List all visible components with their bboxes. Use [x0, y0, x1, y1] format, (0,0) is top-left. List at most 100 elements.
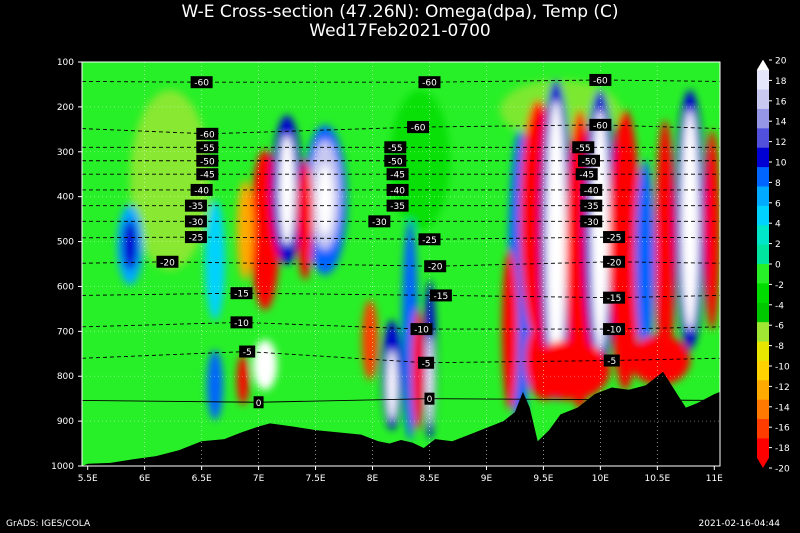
colorbar-label: -20 — [775, 465, 790, 475]
contour-label: -60 — [593, 121, 608, 131]
contour-label-bg — [384, 141, 407, 154]
omega-blob — [387, 350, 397, 420]
omega-blob — [609, 110, 641, 390]
omega-blob — [412, 310, 424, 430]
colorbar-swatch — [757, 419, 769, 439]
contour-label-bg — [429, 289, 452, 302]
colorbar-swatch — [757, 147, 769, 168]
contour-label: -10 — [234, 319, 249, 329]
contour-label: -25 — [422, 236, 437, 246]
contour-label-bg — [589, 118, 612, 131]
contour-label: -15 — [234, 290, 249, 300]
contour-label: -35 — [189, 202, 204, 212]
contour-label: -5 — [422, 359, 431, 369]
contour-label-bg — [418, 356, 435, 369]
colorbar-swatch — [757, 438, 769, 459]
contour-label: -50 — [582, 157, 597, 167]
colorbar-label: 18 — [775, 77, 787, 87]
omega-blob — [207, 350, 223, 420]
contour-label-bg — [184, 199, 207, 212]
contour-label-bg — [230, 287, 253, 300]
colorbar-label: 16 — [775, 97, 787, 107]
contour-label: -50 — [200, 157, 215, 167]
contour-label: -55 — [388, 144, 403, 154]
colorbar-swatch — [757, 264, 769, 284]
contour-labels: -60 -60 -60-60-60 -60-55 -55 -55-50 -50 -50-45-… — [156, 73, 626, 409]
colorbar-swatch — [757, 108, 769, 129]
contour-label-bg — [184, 215, 207, 228]
y-axis: 100 200 300 400 500 600 700 800 900 1000 — [51, 58, 82, 472]
contour-label: -20 — [160, 258, 175, 268]
colorbar: 20181614121086420-2-4-6-8-10-12-14-16-18… — [756, 57, 790, 475]
contour-label: 0 — [256, 399, 262, 409]
colorbar-swatch — [757, 225, 769, 246]
contour-label: -15 — [607, 294, 622, 304]
colorbar-swatch — [757, 244, 769, 265]
omega-blob — [205, 200, 225, 320]
omega-blob — [122, 220, 138, 270]
colorbar-label: -2 — [775, 281, 784, 291]
omega-blob — [630, 335, 690, 385]
x-tick-label: 10E — [592, 474, 609, 484]
contour-label: -55 — [576, 144, 591, 154]
contour-label: -40 — [390, 186, 405, 196]
y-tick-label: 400 — [57, 193, 74, 203]
x-tick-label: 10.5E — [644, 474, 670, 484]
y-tick-label: 100 — [57, 58, 74, 68]
colorbar-swatch — [757, 302, 769, 323]
contour-label-bg — [603, 255, 626, 268]
colorbar-label: 0 — [775, 261, 781, 271]
contour-label-bg — [230, 316, 253, 329]
contour-label-bg — [424, 260, 447, 273]
contour-label: -10 — [607, 326, 622, 336]
omega-blob — [427, 335, 433, 425]
colorbar-top-arrow — [756, 59, 770, 71]
contour-label-bg — [386, 168, 409, 181]
colorbar-swatch — [757, 283, 769, 304]
contour-label: -45 — [200, 171, 215, 181]
colorbar-swatch — [757, 128, 769, 149]
contour-label: -35 — [390, 202, 405, 212]
colorbar-label: -6 — [775, 322, 784, 332]
omega-blob — [502, 250, 518, 410]
omega-blob — [297, 160, 313, 280]
contour-label-bg — [407, 121, 430, 134]
contour-label: -30 — [584, 218, 599, 228]
colorbar-label: -14 — [775, 403, 790, 413]
x-axis: 5.5E 6E 6.5E 7E 7.5E 8E 8.5E 9E 9.5E 10E 10.5E 11E — [78, 466, 723, 484]
y-tick-label: 800 — [57, 372, 74, 382]
temp-contour-line — [82, 79, 720, 83]
y-tick-label: 600 — [57, 282, 74, 292]
contour-label: -60 — [593, 76, 608, 86]
contour-label: -45 — [390, 171, 405, 181]
contour-label-bg — [196, 154, 219, 167]
contour-label-bg — [580, 183, 603, 196]
footer-credit: GrADS: IGES/COLA — [6, 519, 91, 529]
omega-blob — [655, 120, 675, 380]
contour-label: -40 — [584, 186, 599, 196]
colorbar-label: 10 — [775, 159, 787, 169]
x-tick-label: 8E — [367, 474, 379, 484]
contour-label-bg — [418, 76, 441, 89]
contour-label-bg — [196, 141, 219, 154]
colorbar-swatch — [757, 167, 769, 187]
temp-contour-line — [82, 398, 720, 403]
y-tick-label: 1000 — [51, 462, 74, 472]
contour-label-bg — [424, 392, 435, 405]
colorbar-label: -18 — [775, 444, 790, 454]
colorbar-swatch — [757, 380, 769, 401]
x-tick-label: 7E — [253, 474, 265, 484]
x-tick-label: 7.5E — [306, 474, 326, 484]
colorbar-label: 12 — [775, 138, 786, 148]
colorbar-label: 20 — [775, 57, 787, 67]
footer-timestamp: 2021-02-16-04:44 — [698, 519, 781, 529]
colorbar-label: -8 — [775, 342, 784, 352]
contour-label: -10 — [414, 326, 429, 336]
contour-label-bg — [580, 199, 603, 212]
contour-label-bg — [410, 323, 433, 336]
contour-label-bg — [603, 231, 626, 244]
colorbar-swatch — [757, 89, 769, 110]
colorbar-label: -10 — [775, 363, 790, 373]
omega-blob — [253, 340, 277, 390]
